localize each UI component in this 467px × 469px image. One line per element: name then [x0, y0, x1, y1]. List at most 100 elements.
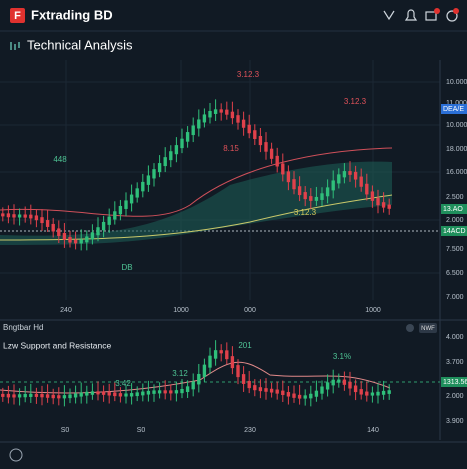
- candle-body: [141, 391, 145, 396]
- candle-body: [376, 197, 380, 206]
- candle-body: [197, 373, 201, 385]
- candle-body: [90, 391, 95, 395]
- candle-body: [6, 393, 11, 398]
- candle-body: [241, 374, 246, 384]
- candle-body: [320, 193, 324, 200]
- candle-body: [202, 364, 207, 377]
- lower-title: Lzw Support and Resistance: [3, 340, 111, 350]
- annotation: 3.12.3: [344, 97, 367, 106]
- candle-body: [107, 216, 111, 225]
- candle-body: [68, 394, 72, 399]
- annotation: 8.15: [223, 144, 239, 153]
- candle-body: [275, 155, 279, 167]
- profile-icon[interactable]: [446, 10, 458, 22]
- gift-icon[interactable]: [425, 11, 437, 21]
- candle-body: [73, 393, 78, 398]
- candle-body: [353, 385, 358, 393]
- candle-body: [6, 213, 11, 218]
- price-label: 2.000: [446, 217, 464, 224]
- candle-body: [29, 393, 33, 397]
- candle-body: [376, 391, 380, 396]
- candle-body: [381, 202, 386, 208]
- candle-body: [247, 124, 251, 134]
- candle-body: [152, 169, 156, 179]
- annotation: 3.12.3: [294, 208, 317, 217]
- time-label: 1000: [173, 307, 189, 314]
- candle-body: [45, 394, 50, 398]
- candle-body: [342, 379, 347, 385]
- annotation: 201: [238, 341, 252, 350]
- candle-body: [320, 386, 324, 394]
- logo[interactable]: [10, 8, 25, 23]
- candle-body: [185, 386, 190, 392]
- candle-body: [359, 176, 363, 187]
- candle-body: [129, 393, 134, 397]
- candle-body: [113, 392, 117, 397]
- candle-body: [365, 391, 369, 396]
- price-label: 11.000: [446, 100, 467, 107]
- candle-body: [197, 119, 201, 129]
- price-badge: [441, 226, 467, 236]
- candle-body: [236, 115, 240, 123]
- logo-letter: F: [14, 10, 21, 22]
- candle-body: [124, 393, 128, 397]
- candle-body: [381, 390, 386, 395]
- annotation: 448: [53, 155, 67, 164]
- brand-name: Fxtrading BD: [31, 7, 113, 22]
- candle-body: [23, 214, 27, 218]
- candle-body: [129, 194, 134, 204]
- price-label: 4.000: [446, 334, 464, 341]
- candle-body: [303, 192, 307, 200]
- candle-body: [135, 392, 139, 397]
- candle-body: [79, 239, 83, 244]
- candle-body: [325, 187, 330, 197]
- candle-body: [101, 391, 106, 395]
- candle-body: [169, 151, 173, 161]
- candle-body: [62, 233, 67, 240]
- bell-icon[interactable]: [404, 9, 418, 21]
- candle-body: [247, 380, 251, 389]
- header-icons: [383, 9, 458, 22]
- candle-body: [40, 217, 44, 224]
- candle-body: [348, 381, 352, 389]
- candle-body: [146, 390, 151, 395]
- candle-body: [96, 227, 100, 236]
- toolbar-dot[interactable]: [406, 324, 414, 332]
- candle-body: [281, 390, 285, 396]
- candle-body: [101, 221, 106, 231]
- bottom-icon[interactable]: [9, 448, 23, 462]
- toolbar-button-label: NWF: [421, 326, 435, 332]
- candle-body: [230, 111, 235, 119]
- candle-body: [79, 392, 83, 397]
- candle-body: [348, 171, 352, 175]
- candle-body: [275, 389, 279, 394]
- candle-body: [23, 393, 27, 398]
- annotation: 3.12: [172, 369, 188, 378]
- annotation: 3.42: [115, 379, 131, 388]
- candle-body: [213, 109, 218, 114]
- annotation: DB: [121, 263, 132, 272]
- time-label: 240: [60, 307, 72, 314]
- candle-body: [292, 179, 296, 190]
- candle-body: [107, 391, 111, 396]
- candle-body: [309, 196, 313, 201]
- candle-body: [12, 214, 16, 218]
- candle-body: [40, 393, 44, 398]
- toolbar-button[interactable]: [419, 323, 437, 333]
- price-label: 18.000: [446, 146, 467, 153]
- candle-body: [230, 356, 235, 369]
- candle-body: [253, 385, 257, 391]
- candle-body: [365, 183, 369, 195]
- candle-body: [180, 388, 184, 394]
- price-badge: [441, 204, 467, 214]
- time-label: 1000: [365, 307, 381, 314]
- price-badge: [441, 377, 467, 387]
- red-line: [0, 147, 393, 217]
- candle-body: [191, 381, 195, 390]
- candle-body: [269, 388, 274, 393]
- candle-body: [34, 393, 39, 397]
- candle-body: [269, 148, 274, 159]
- crown-icon[interactable]: [383, 10, 395, 21]
- candle-body: [124, 200, 128, 209]
